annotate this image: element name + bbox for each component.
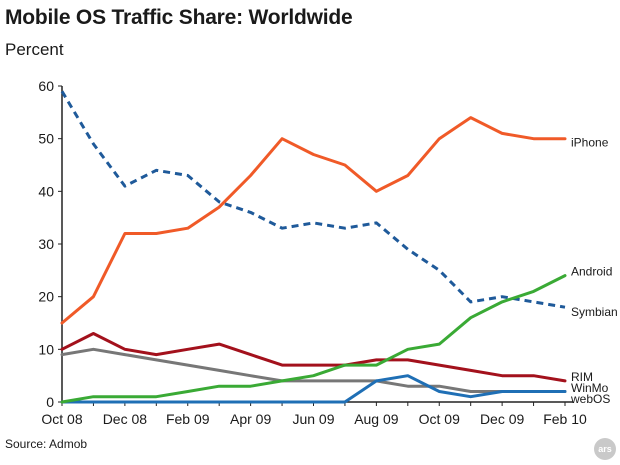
y-tick-label: 30 xyxy=(38,236,54,252)
chart-title: Mobile OS Traffic Share: Worldwide xyxy=(5,6,353,29)
ars-logo-icon: ars xyxy=(594,438,616,460)
series-label-rim: RIM xyxy=(571,370,593,384)
y-tick-label: 0 xyxy=(46,394,54,410)
series-line-iphone xyxy=(60,116,567,325)
x-tick-label: Feb 09 xyxy=(166,411,210,427)
series-line-rim xyxy=(60,332,567,383)
series-line-symbian xyxy=(60,90,566,309)
x-tick-label: Jun 09 xyxy=(292,411,334,427)
x-tick-label: Dec 09 xyxy=(480,411,525,427)
series-label-winmo: WinMo xyxy=(571,381,609,395)
x-tick-label: Aug 09 xyxy=(354,411,399,427)
y-tick-label: 60 xyxy=(38,78,54,94)
series-label-symbian: Symbian xyxy=(571,305,618,319)
source-note: Source: Admob xyxy=(5,437,88,451)
y-tick-label: 10 xyxy=(38,341,54,357)
x-tick-label: Feb 10 xyxy=(543,411,587,427)
y-tick-label: 40 xyxy=(38,183,54,199)
series-line-android xyxy=(60,274,567,404)
x-tick-label: Oct 08 xyxy=(41,411,82,427)
series-line-webos xyxy=(60,374,567,404)
y-tick-label: 20 xyxy=(38,289,54,305)
chart-subtitle: Percent xyxy=(5,40,64,59)
x-tick-label: Apr 09 xyxy=(230,411,271,427)
series-label-android: Android xyxy=(571,265,612,279)
x-tick-label: Oct 09 xyxy=(419,411,460,427)
y-tick-label: 50 xyxy=(38,131,54,147)
x-tick-label: Dec 08 xyxy=(103,411,148,427)
series-label-webos: webOS xyxy=(570,392,610,406)
series-line-winmo xyxy=(60,347,567,393)
series-label-iphone: iPhone xyxy=(571,136,609,150)
